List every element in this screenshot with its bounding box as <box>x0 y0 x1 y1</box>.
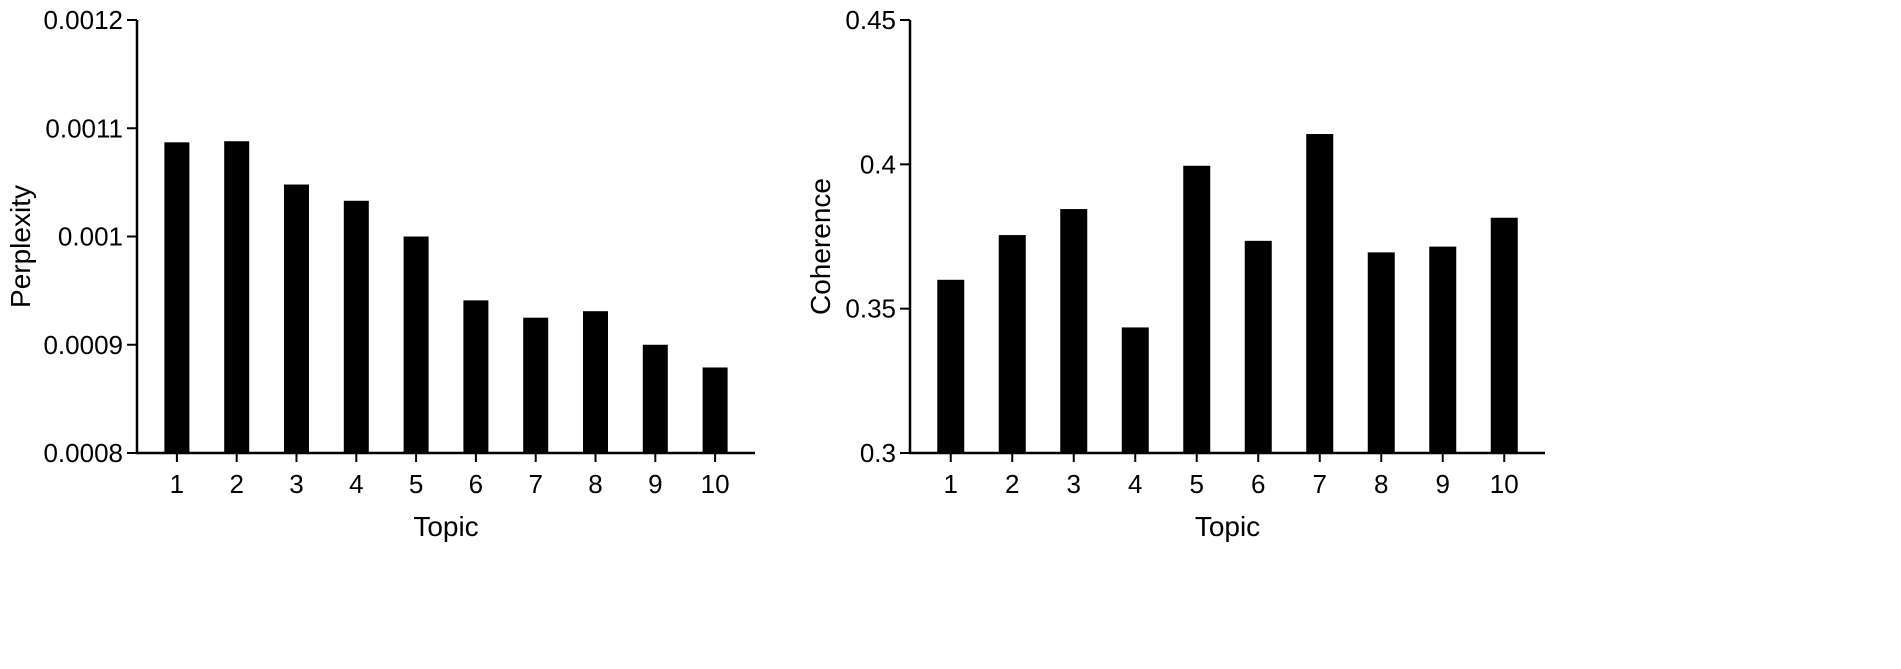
coherence-bar-3 <box>1060 209 1088 453</box>
coherence-y-tick-label: 0.45 <box>845 5 896 35</box>
perplexity-bar-5 <box>403 236 429 453</box>
coherence-y-tick-label: 0.3 <box>860 438 896 468</box>
perplexity-x-tick-label: 4 <box>349 469 363 499</box>
perplexity-x-tick-label: 3 <box>289 469 303 499</box>
perplexity-y-tick-label: 0.0011 <box>45 113 123 143</box>
perplexity-x-tick-label: 5 <box>409 469 423 499</box>
coherence-bar-8 <box>1367 252 1395 453</box>
coherence-bars <box>937 134 1518 454</box>
perplexity-bar-2 <box>224 141 250 454</box>
perplexity-bar-10 <box>702 367 728 453</box>
perplexity-bar-9 <box>642 344 668 453</box>
perplexity-bar-7 <box>523 317 549 453</box>
coherence-bar-1 <box>937 279 965 453</box>
coherence-y-tick-label: 0.35 <box>845 294 896 324</box>
coherence-x-tick-label: 5 <box>1190 469 1204 499</box>
perplexity-y-ticks: 0.0008 0.0009 0.001 0.0011 0.0012 <box>43 5 137 468</box>
coherence-x-tick-label: 8 <box>1374 469 1388 499</box>
coherence-x-tick-label: 6 <box>1251 469 1265 499</box>
perplexity-x-tick-label: 9 <box>648 469 662 499</box>
coherence-x-tick-label: 9 <box>1436 469 1450 499</box>
coherence-x-tick-label: 7 <box>1313 469 1327 499</box>
perplexity-bar-8 <box>583 311 608 453</box>
perplexity-bar-6 <box>463 300 489 453</box>
perplexity-y-tick-label: 0.0008 <box>43 438 123 468</box>
coherence-bar-6 <box>1244 240 1272 453</box>
coherence-x-tick-label: 3 <box>1067 469 1081 499</box>
perplexity-y-axis-title: Perplexity <box>5 185 36 308</box>
perplexity-y-tick-label: 0.001 <box>58 222 123 252</box>
coherence-x-tick-label: 10 <box>1490 469 1519 499</box>
coherence-y-axis-title: Coherence <box>805 178 836 315</box>
perplexity-bars <box>164 141 728 454</box>
coherence-bar-4 <box>1121 327 1149 453</box>
perplexity-x-tick-label: 8 <box>588 469 602 499</box>
coherence-x-tick-label: 2 <box>1005 469 1019 499</box>
coherence-bar-7 <box>1306 134 1334 454</box>
coherence-bar-9 <box>1429 246 1457 453</box>
coherence-bar-10 <box>1490 217 1518 453</box>
perplexity-y-tick-label: 0.0009 <box>43 330 123 360</box>
coherence-x-ticks: 1 2 3 4 5 6 7 8 9 10 <box>944 453 1519 499</box>
perplexity-bar-4 <box>343 200 369 453</box>
perplexity-x-axis-title: Topic <box>413 511 478 542</box>
coherence-x-tick-label: 4 <box>1128 469 1142 499</box>
coherence-chart: 0.3 0.35 0.4 0.45 1 2 3 4 5 6 7 8 9 10 Topic Coheren… <box>805 5 1545 542</box>
coherence-y-ticks: 0.3 0.35 0.4 0.45 <box>845 5 910 468</box>
perplexity-x-tick-label: 6 <box>469 469 483 499</box>
perplexity-x-tick-label: 1 <box>170 469 184 499</box>
perplexity-bar-3 <box>284 184 309 454</box>
perplexity-x-tick-label: 7 <box>528 469 542 499</box>
coherence-x-axis-title: Topic <box>1195 511 1260 542</box>
coherence-y-tick-label: 0.4 <box>860 149 896 179</box>
perplexity-x-ticks: 1 2 3 4 5 6 7 8 9 10 <box>170 453 730 499</box>
perplexity-x-tick-label: 10 <box>701 469 730 499</box>
coherence-bar-5 <box>1183 165 1211 453</box>
perplexity-bar-1 <box>164 142 190 453</box>
perplexity-x-tick-label: 2 <box>229 469 243 499</box>
perplexity-y-tick-label: 0.0012 <box>43 5 123 35</box>
coherence-x-tick-label: 1 <box>944 469 958 499</box>
coherence-bar-2 <box>998 235 1026 453</box>
